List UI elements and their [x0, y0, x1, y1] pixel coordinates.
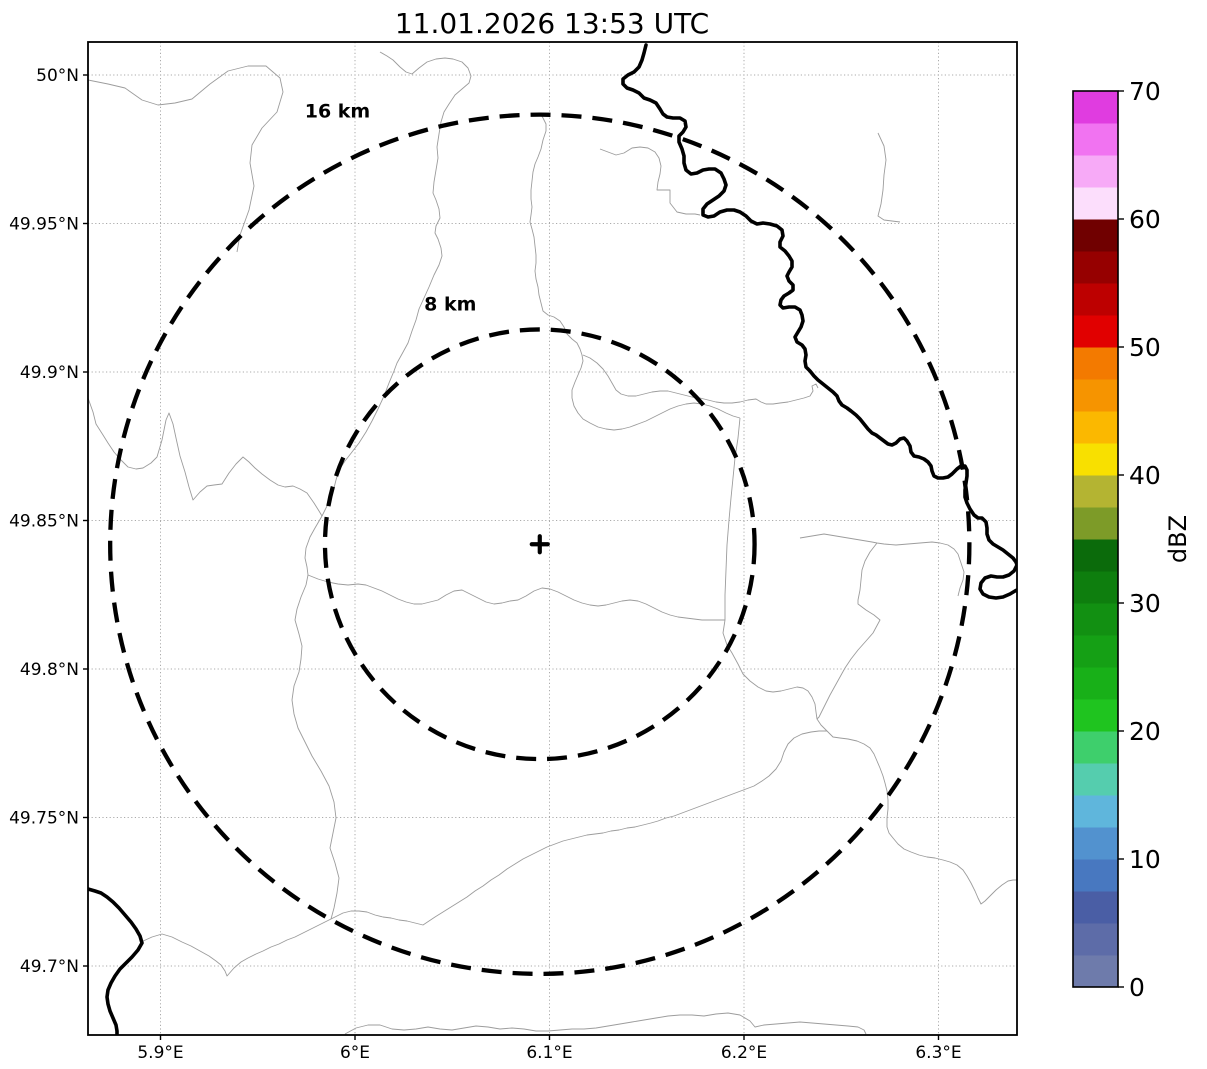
x-tick-label: 5.9°E [137, 1043, 183, 1063]
colorbar-segment [1073, 667, 1118, 700]
municipal-boundary-line [799, 533, 965, 597]
colorbar-segment [1073, 539, 1118, 572]
municipal-boundary-line [529, 112, 741, 431]
municipal-boundary-line [88, 397, 323, 517]
municipal-boundary-line [599, 146, 701, 216]
colorbar-segment [1073, 763, 1118, 796]
colorbar-segment [1073, 795, 1118, 828]
colorbar-segment [1073, 603, 1118, 636]
municipal-boundary-line [88, 65, 284, 253]
colorbar-segment [1073, 827, 1118, 860]
country-border-river-line [621, 43, 1017, 600]
municipal-boundary-line [816, 542, 881, 720]
colorbar-segment [1073, 379, 1118, 412]
municipal-boundary-line [307, 574, 725, 621]
grid-layer [88, 42, 1017, 1035]
colorbar-tick-label: 30 [1129, 589, 1161, 618]
colorbar-tick-label: 10 [1129, 845, 1161, 874]
colorbar-segment [1073, 507, 1118, 540]
municipal-boundary-line [140, 730, 827, 977]
x-tick-label: 6.3°E [915, 1043, 961, 1063]
y-tick-label: 49.75°N [9, 809, 79, 829]
y-tick-label: 49.95°N [9, 215, 79, 235]
colorbar-segment [1073, 731, 1118, 764]
colorbar-tick-label: 60 [1129, 205, 1161, 234]
plot-title: 11.01.2026 13:53 UTC [395, 7, 709, 40]
y-tick-label: 50°N [36, 66, 79, 86]
colorbar-segment [1073, 123, 1118, 156]
municipal-boundary-line [877, 132, 901, 223]
colorbar-tick-label: 0 [1129, 973, 1145, 1002]
y-tick-label: 49.9°N [20, 363, 79, 383]
colorbar-segment [1073, 347, 1118, 380]
colorbar-segment [1073, 699, 1118, 732]
colorbar-segment [1073, 475, 1118, 508]
range-ring-16km [108, 112, 972, 977]
municipal-boundary-line [291, 515, 340, 920]
colorbar-segment [1073, 155, 1118, 188]
axis-ticks-layer: 5.9°E 6°E 6.1°E 6.2°E 6.3°E 50°N 49.95°N 49.9°N… [9, 66, 962, 1063]
colorbar: 0 10 20 30 40 50 60 70 [1072, 77, 1161, 1002]
colorbar-segment [1073, 891, 1118, 924]
colorbar-segment [1073, 635, 1118, 668]
y-tick-label: 49.8°N [20, 660, 79, 680]
range-rings-layer [108, 112, 972, 977]
colorbar-tick-label: 40 [1129, 461, 1161, 490]
colorbar-segment [1073, 251, 1118, 284]
plot-border [87, 41, 1018, 1036]
colorbar-segment [1073, 955, 1118, 988]
colorbar-segment [1073, 859, 1118, 892]
x-tick-label: 6.2°E [721, 1043, 767, 1063]
range-ring-label-8km: 8 km [424, 294, 476, 316]
colorbar-segment [1073, 283, 1118, 316]
map-boundaries-layer [88, 43, 1017, 1035]
colorbar-segment [1073, 91, 1118, 124]
y-tick-label: 49.85°N [9, 512, 79, 532]
colorbar-tick-label: 20 [1129, 717, 1161, 746]
colorbar-segment [1073, 571, 1118, 604]
range-ring-label-16km: 16 km [305, 101, 371, 123]
annotation-layer: 8 km 16 km [305, 101, 550, 555]
colorbar-outline [1072, 90, 1119, 988]
colorbar-segment [1073, 187, 1118, 220]
colorbar-axis-label: dBZ [1164, 515, 1192, 563]
range-ring-8km [322, 327, 757, 762]
colorbar-segment [1073, 219, 1118, 252]
x-tick-label: 6°E [340, 1043, 370, 1063]
colorbar-tick-label: 70 [1129, 77, 1161, 106]
municipal-boundary-line [582, 354, 819, 405]
y-tick-label: 49.7°N [20, 957, 79, 977]
municipal-boundary-line [321, 51, 472, 517]
colorbar-segment [1073, 411, 1118, 444]
country-border-river-line [88, 887, 144, 1035]
colorbar-segment [1073, 443, 1118, 476]
colorbar-segment [1073, 923, 1118, 956]
x-tick-label: 6.1°E [526, 1043, 572, 1063]
colorbar-tick-label: 50 [1129, 333, 1161, 362]
colorbar-segment [1073, 315, 1118, 348]
municipal-boundary-line [344, 1012, 867, 1035]
